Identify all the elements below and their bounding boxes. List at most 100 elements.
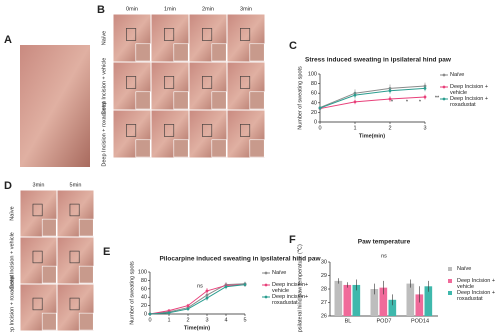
inset bbox=[249, 91, 265, 110]
roi-box bbox=[202, 76, 213, 89]
point bbox=[353, 100, 357, 104]
y-tick-label: 27 bbox=[321, 300, 327, 306]
column-label: 5min bbox=[70, 182, 82, 188]
column-label: 1min bbox=[164, 6, 176, 12]
bar bbox=[343, 284, 352, 316]
legend-label: Deep incision+ roxadustat bbox=[272, 294, 309, 307]
legend-label: Deep Incision + roxadustat bbox=[450, 96, 489, 109]
point bbox=[205, 289, 209, 293]
roi-box bbox=[240, 28, 251, 41]
legend-label-box: Deep Incision + vehicle bbox=[450, 84, 488, 96]
point bbox=[243, 283, 247, 286]
x-tick-label: 3 bbox=[423, 125, 426, 131]
x-tick-label: 1 bbox=[353, 125, 356, 131]
y-tick-label: 60 bbox=[141, 286, 147, 292]
y-tick-label: 30 bbox=[321, 259, 327, 265]
roi-box bbox=[240, 124, 251, 137]
row-label: Deep Incision + roxadustat bbox=[9, 274, 15, 332]
inset bbox=[211, 91, 227, 110]
y-tick-label: 40 bbox=[311, 100, 317, 106]
point bbox=[167, 311, 171, 315]
x-tick-label: POD14 bbox=[411, 318, 429, 324]
inset bbox=[78, 218, 94, 237]
annotation: ** bbox=[435, 95, 440, 101]
roi-box bbox=[202, 124, 213, 137]
legend-label-box: Naïve bbox=[457, 266, 472, 272]
panel-letter: C bbox=[289, 40, 297, 52]
series-line bbox=[149, 284, 246, 315]
y-axis-label: Ipsilateral hind paw temperature (℃) bbox=[297, 244, 303, 332]
inset bbox=[135, 43, 151, 62]
x-tick-label: 3 bbox=[205, 317, 208, 323]
x-tick-label: 0 bbox=[148, 317, 151, 323]
legend-label-box: Deep Incision + vehicle bbox=[457, 278, 495, 290]
column-label: 3min bbox=[240, 6, 252, 12]
y-tick-label: 20 bbox=[141, 303, 147, 309]
x-tick-label: 2 bbox=[186, 317, 189, 323]
x-tick-label: 1 bbox=[167, 317, 170, 323]
bar bbox=[379, 287, 388, 316]
legend-label-box: Deep Incision + roxadustat bbox=[450, 96, 489, 109]
point bbox=[388, 97, 392, 101]
y-tick-label: 20 bbox=[311, 110, 317, 116]
point bbox=[353, 93, 357, 97]
y-tick-label: 80 bbox=[141, 278, 147, 284]
legend-marker bbox=[442, 85, 446, 89]
legend-label: Deep Incision + roxadustat bbox=[457, 290, 496, 303]
y-tick-label: 0 bbox=[144, 311, 147, 317]
inset bbox=[41, 265, 57, 284]
point bbox=[423, 87, 427, 90]
chart-title: Stress induced sweating in ipsilateral h… bbox=[305, 57, 452, 64]
row-label: Deep Incision + vehicle bbox=[9, 232, 15, 289]
y-tick-label: 0 bbox=[314, 119, 317, 125]
point bbox=[186, 304, 190, 307]
legend-marker bbox=[448, 279, 452, 283]
legend-label: Naïve bbox=[450, 72, 465, 78]
x-tick-label: 2 bbox=[388, 125, 391, 131]
x-tick-label: 5 bbox=[243, 317, 246, 323]
legend-marker bbox=[264, 283, 268, 287]
series-line bbox=[319, 87, 426, 109]
y-axis-label: Number of sweating spots bbox=[129, 261, 135, 325]
roi-box bbox=[202, 28, 213, 41]
point bbox=[205, 296, 209, 300]
point bbox=[423, 95, 427, 99]
roi-box bbox=[32, 250, 43, 264]
series-line bbox=[149, 283, 246, 315]
y-tick-label: 100 bbox=[138, 269, 147, 275]
inset bbox=[78, 312, 94, 331]
roi-box bbox=[32, 297, 43, 311]
panel-letter: F bbox=[289, 234, 296, 246]
inset bbox=[173, 43, 189, 62]
point bbox=[148, 312, 152, 316]
panel-letter: B bbox=[97, 4, 105, 16]
point bbox=[167, 309, 171, 313]
panel-letter: E bbox=[103, 246, 110, 258]
x-axis-label: Time(min) bbox=[359, 133, 385, 139]
roi-box bbox=[126, 124, 137, 137]
bar bbox=[334, 280, 343, 316]
panel-letter: A bbox=[4, 34, 12, 46]
legend-label: Naïve bbox=[457, 266, 472, 272]
inset bbox=[41, 218, 57, 237]
inset bbox=[78, 265, 94, 284]
legend-label-box: Naïve bbox=[450, 72, 465, 78]
roi-box bbox=[69, 203, 80, 217]
inset bbox=[249, 43, 265, 62]
legend-label-box: Deep Incision + roxadustat bbox=[457, 290, 496, 303]
y-tick-label: 40 bbox=[141, 295, 147, 301]
point bbox=[318, 106, 322, 110]
inset bbox=[211, 43, 227, 62]
roi-box bbox=[164, 28, 175, 41]
y-tick-label: 29 bbox=[321, 273, 327, 279]
inset bbox=[135, 91, 151, 110]
point bbox=[224, 285, 228, 289]
legend-label-box: Naïve bbox=[272, 270, 286, 276]
roi-box bbox=[126, 28, 137, 41]
y-tick-label: 26 bbox=[321, 313, 327, 319]
series-line bbox=[149, 284, 246, 315]
row-label: Deep Incision + vehicle bbox=[101, 58, 107, 115]
legend-marker bbox=[264, 271, 268, 275]
chart-title: Paw temperature bbox=[358, 239, 411, 246]
